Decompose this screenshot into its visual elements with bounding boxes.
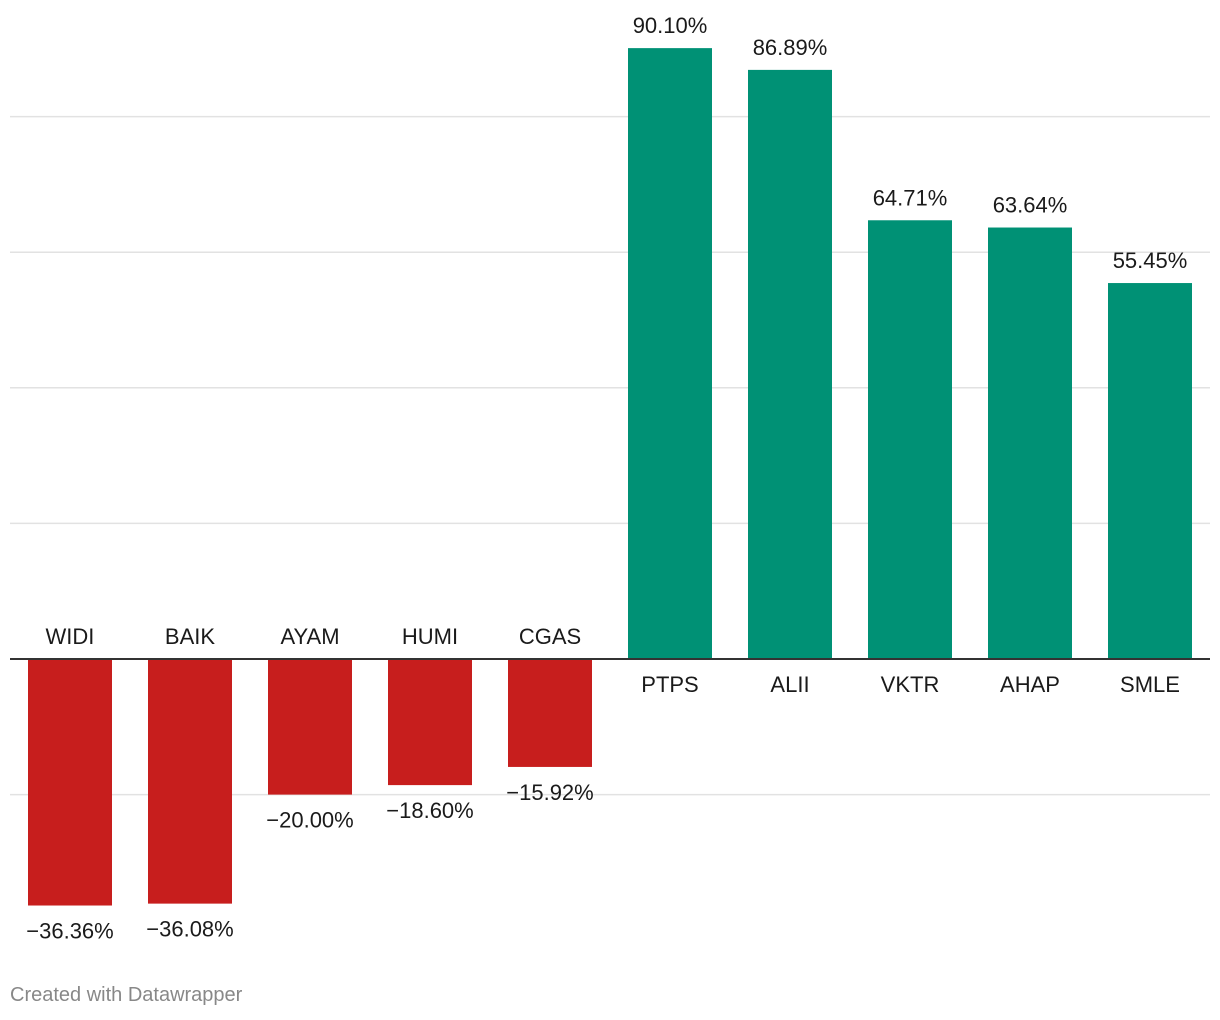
value-label-ptps: 90.10% <box>633 13 708 38</box>
bar-vktr[interactable] <box>868 220 952 659</box>
credit-text[interactable]: Created with Datawrapper <box>10 984 243 1006</box>
bars <box>28 48 1192 906</box>
value-label-ayam: −20.00% <box>266 808 353 833</box>
value-label-baik: −36.08% <box>146 917 233 942</box>
category-label-alii: ALII <box>770 672 809 697</box>
category-label-ayam: AYAM <box>280 624 339 649</box>
category-label-baik: BAIK <box>165 624 215 649</box>
category-label-humi: HUMI <box>402 624 458 649</box>
bar-ahap[interactable] <box>988 227 1072 659</box>
category-label-vktr: VKTR <box>881 672 940 697</box>
bar-cgas[interactable] <box>508 659 592 767</box>
category-label-widi: WIDI <box>46 624 95 649</box>
value-label-cgas: −15.92% <box>506 780 593 805</box>
bar-ptps[interactable] <box>628 48 712 659</box>
category-label-cgas: CGAS <box>519 624 581 649</box>
value-label-ahap: 63.64% <box>993 193 1068 218</box>
value-label-humi: −18.60% <box>386 798 473 823</box>
bar-humi[interactable] <box>388 659 472 786</box>
bar-chart: WIDI −36.36% BAIK −36.08% AYAM −20.00% HUMI −18… <box>10 13 1210 944</box>
value-label-vktr: 64.71% <box>873 185 948 210</box>
value-label-smle: 55.45% <box>1113 248 1188 273</box>
labels: WIDI −36.36% BAIK −36.08% AYAM −20.00% HUMI −18… <box>26 13 1187 943</box>
category-label-smle: SMLE <box>1120 672 1180 697</box>
category-label-ptps: PTPS <box>641 672 698 697</box>
bar-widi[interactable] <box>28 659 112 906</box>
bar-ayam[interactable] <box>268 659 352 795</box>
value-label-widi: −36.36% <box>26 919 113 944</box>
bar-smle[interactable] <box>1108 283 1192 659</box>
bar-alii[interactable] <box>748 69 832 659</box>
bar-baik[interactable] <box>148 659 232 904</box>
category-label-ahap: AHAP <box>1000 672 1060 697</box>
value-label-alii: 86.89% <box>753 35 828 60</box>
